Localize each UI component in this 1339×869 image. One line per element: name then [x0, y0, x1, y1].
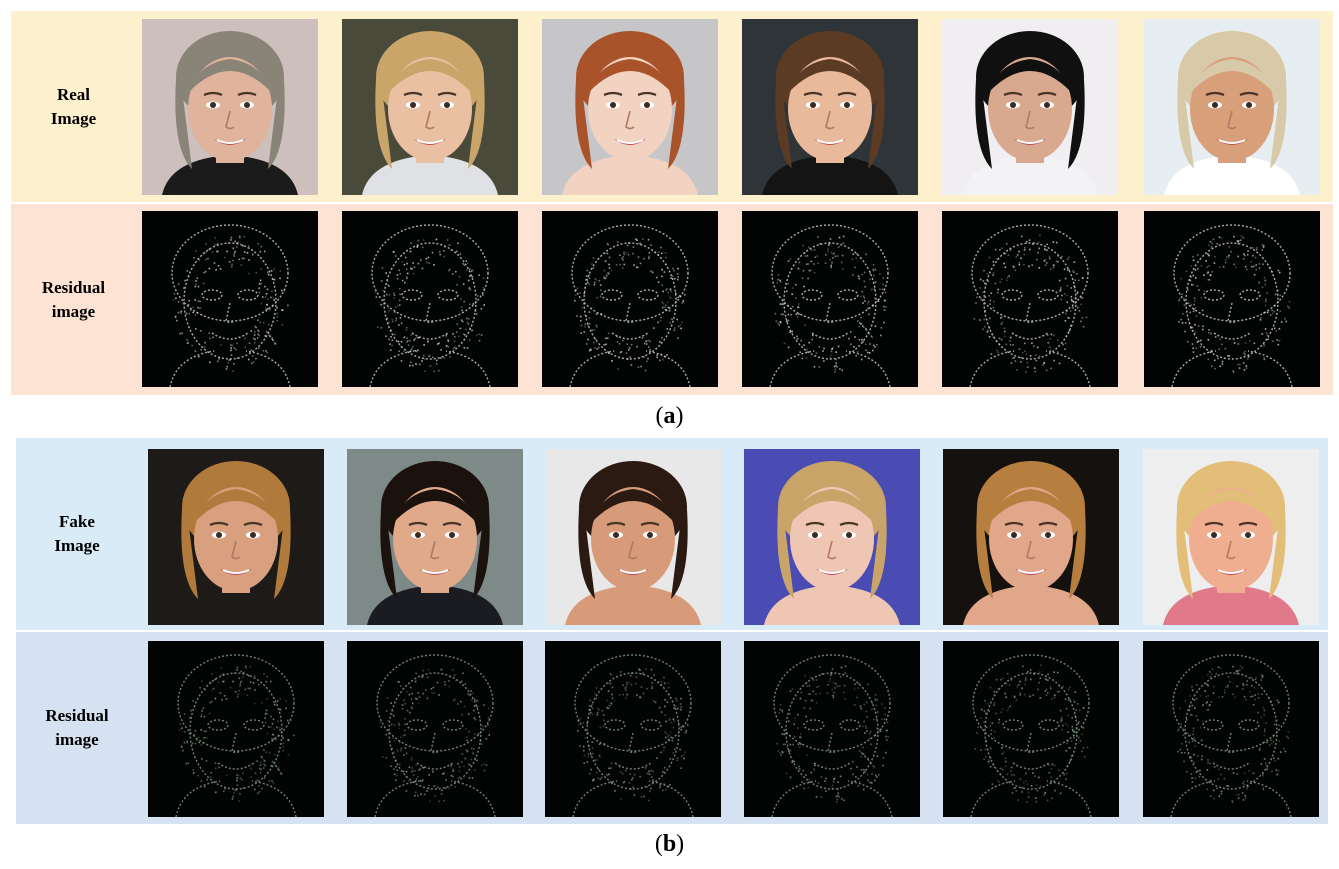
fake-face-image-6: [1143, 449, 1319, 625]
row-label-line: image: [51, 301, 96, 321]
caption-paren: ): [676, 831, 685, 857]
panel-a-residual-row-label: Residual image: [11, 204, 136, 395]
fake-residual-image-2: [347, 641, 523, 817]
fake-face-image-3: [545, 449, 721, 625]
fake-face-image-2: [347, 449, 523, 625]
fake-face-image-1: [148, 449, 324, 625]
panel-b-caption: (b): [0, 831, 1339, 858]
caption-paren: (: [655, 403, 664, 429]
fake-residual-image-5: [943, 641, 1119, 817]
fake-residual-image-6: [1143, 641, 1319, 817]
panel-a-real-row-label: Real Image: [11, 11, 136, 202]
fake-face-image-4: [744, 449, 920, 625]
real-residual-image-3: [542, 211, 718, 387]
real-face-image-5: [942, 19, 1118, 195]
real-residual-image-5: [942, 211, 1118, 387]
real-residual-image-1: [142, 211, 318, 387]
row-label-line: Image: [54, 536, 100, 555]
caption-paren: (: [654, 831, 663, 857]
fake-residual-image-1: [148, 641, 324, 817]
real-face-image-4: [742, 19, 918, 195]
fake-face-image-5: [943, 449, 1119, 625]
real-face-image-1: [142, 19, 318, 195]
panel-a-caption: (a): [0, 403, 1339, 430]
row-label-line: image: [55, 730, 99, 749]
fake-residual-image-4: [744, 641, 920, 817]
real-residual-image-2: [342, 211, 518, 387]
panel-b-residual-row-label: Residual image: [16, 632, 138, 824]
panel-b-fake-row-label: Fake Image: [16, 438, 138, 630]
caption-paren: ): [675, 403, 684, 429]
real-residual-image-4: [742, 211, 918, 387]
row-label-line: Residual: [45, 706, 109, 725]
real-face-image-3: [542, 19, 718, 195]
caption-letter: b: [662, 831, 677, 857]
fake-residual-image-3: [545, 641, 721, 817]
caption-letter: a: [663, 403, 676, 429]
row-label-line: Fake: [59, 512, 95, 531]
real-residual-image-6: [1144, 211, 1320, 387]
real-face-image-6: [1144, 19, 1320, 195]
row-label-line: Image: [50, 108, 97, 128]
real-face-image-2: [342, 19, 518, 195]
row-label-line: Residual: [41, 277, 106, 297]
row-label-line: Real: [56, 84, 91, 104]
